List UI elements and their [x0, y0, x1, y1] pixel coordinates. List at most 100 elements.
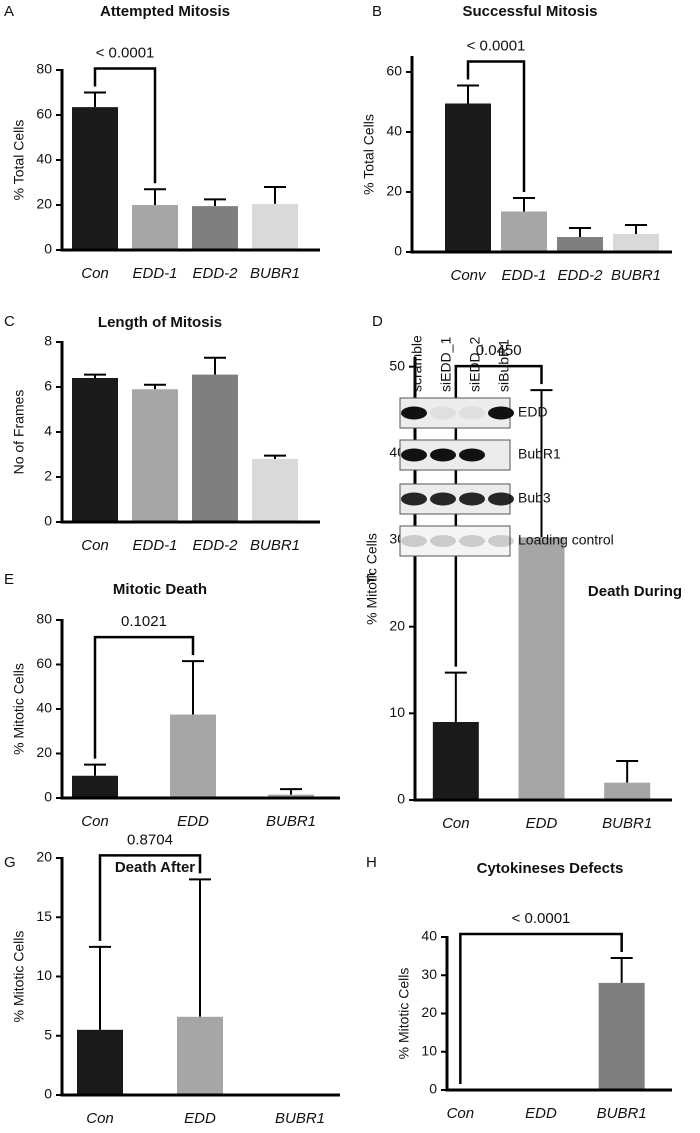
- x-tick-label: BUBR1: [602, 815, 652, 832]
- bar: [132, 205, 178, 250]
- bar: [77, 1029, 123, 1095]
- row-label: Loading control: [518, 532, 614, 548]
- band: [488, 535, 514, 547]
- blot-strip: [399, 525, 511, 557]
- x-tick-label: EDD: [177, 813, 209, 830]
- band: [430, 406, 456, 420]
- y-tick-label: 0: [44, 241, 52, 257]
- x-tick-label: Con: [81, 265, 109, 282]
- x-tick-label: EDD: [184, 1110, 216, 1127]
- x-tick-label: EDD: [525, 1105, 557, 1122]
- x-tick-label: EDD-1: [501, 267, 546, 284]
- x-tick-label: BUBR1: [266, 813, 316, 830]
- band: [488, 406, 514, 420]
- bar: [252, 203, 298, 250]
- chart-title: Length of Mitosis: [98, 314, 222, 331]
- p-value: 0.8704: [127, 831, 173, 848]
- y-tick-label: 20: [36, 849, 52, 865]
- y-axis-label: % Mitotic Cells: [364, 533, 380, 625]
- x-tick-label: EDD-2: [557, 267, 603, 284]
- significance-bracket: [454, 364, 543, 667]
- y-axis-label: % Mitotic Cells: [11, 931, 27, 1023]
- x-tick-label: Con: [81, 537, 109, 554]
- y-tick-label: 0: [44, 513, 52, 529]
- chart-title: Mitotic Death: [113, 581, 207, 598]
- y-tick-label: 50: [389, 357, 405, 373]
- x-tick-label: BUBR1: [611, 267, 661, 284]
- y-tick-label: 20: [36, 744, 52, 760]
- row-label: Bub3: [518, 490, 551, 506]
- x-tick-label: BUBR1: [250, 265, 300, 282]
- x-tick-label: BUBR1: [275, 1110, 325, 1127]
- p-value: < 0.0001: [467, 37, 526, 54]
- y-axis-label: % Mitotic Cells: [11, 663, 27, 755]
- x-tick-label: Con: [442, 815, 470, 832]
- lane-label: scramble: [409, 335, 425, 392]
- y-tick-label: 5: [44, 1026, 52, 1042]
- y-tick-label: 20: [36, 196, 52, 212]
- y-axis-label: % Total Cells: [11, 120, 27, 201]
- bar: [432, 722, 479, 800]
- p-value: < 0.0001: [96, 44, 155, 61]
- panel-label: H: [366, 854, 377, 871]
- y-axis-label: No of Frames: [11, 390, 27, 475]
- band: [401, 492, 427, 506]
- p-value: 0.1021: [121, 613, 167, 630]
- y-tick-label: 2: [44, 468, 52, 484]
- x-tick-label: Con: [86, 1110, 114, 1127]
- chart-title: Successful Mitosis: [462, 3, 597, 20]
- band: [459, 406, 485, 420]
- bar: [72, 378, 118, 522]
- panel-label: G: [4, 854, 16, 871]
- y-tick-label: 40: [386, 123, 402, 139]
- bar: [598, 982, 645, 1090]
- y-axis-label: % Mitotic Cells: [396, 968, 412, 1060]
- chart-title: Death After: [115, 859, 195, 876]
- p-value: < 0.0001: [512, 910, 571, 927]
- band: [430, 448, 456, 462]
- panel-label: E: [4, 571, 14, 588]
- band: [459, 492, 485, 506]
- panel-label: B: [372, 3, 382, 20]
- bar: [613, 234, 659, 252]
- bar: [604, 782, 651, 800]
- y-tick-label: 0: [44, 1086, 52, 1102]
- significance-bracket: [98, 854, 202, 941]
- y-tick-label: 40: [36, 700, 52, 716]
- x-tick-label: Con: [447, 1105, 475, 1122]
- x-tick-label: EDD-2: [192, 265, 238, 282]
- y-tick-label: 4: [44, 423, 52, 439]
- bar: [72, 775, 118, 798]
- panel-label: F: [366, 571, 375, 588]
- row-label: EDD: [518, 404, 548, 420]
- x-tick-label: Con: [81, 813, 109, 830]
- y-tick-label: 20: [421, 1004, 437, 1020]
- y-tick-label: 20: [389, 617, 405, 633]
- y-tick-label: 10: [389, 704, 405, 720]
- lane-label: siEDD_1: [438, 337, 454, 392]
- y-tick-label: 80: [36, 611, 52, 627]
- bar: [445, 103, 491, 252]
- y-tick-label: 60: [36, 106, 52, 122]
- band: [488, 492, 514, 506]
- y-tick-label: 40: [36, 151, 52, 167]
- band: [401, 448, 427, 462]
- y-tick-label: 0: [397, 791, 405, 807]
- bar: [268, 794, 314, 798]
- row-label: BubR1: [518, 446, 561, 462]
- chart-title: Cytokineses Defects: [477, 860, 624, 877]
- bar: [170, 714, 216, 798]
- band: [430, 492, 456, 506]
- bar: [192, 206, 238, 250]
- band: [459, 448, 485, 462]
- x-tick-label: EDD-2: [192, 537, 238, 554]
- y-tick-label: 6: [44, 378, 52, 394]
- bar: [501, 211, 547, 252]
- bar: [192, 374, 238, 522]
- band: [401, 535, 427, 547]
- x-tick-label: Conv: [450, 267, 487, 284]
- panel-label: C: [4, 313, 15, 330]
- lane-label: siBubR1: [496, 339, 512, 392]
- y-tick-label: 0: [44, 789, 52, 805]
